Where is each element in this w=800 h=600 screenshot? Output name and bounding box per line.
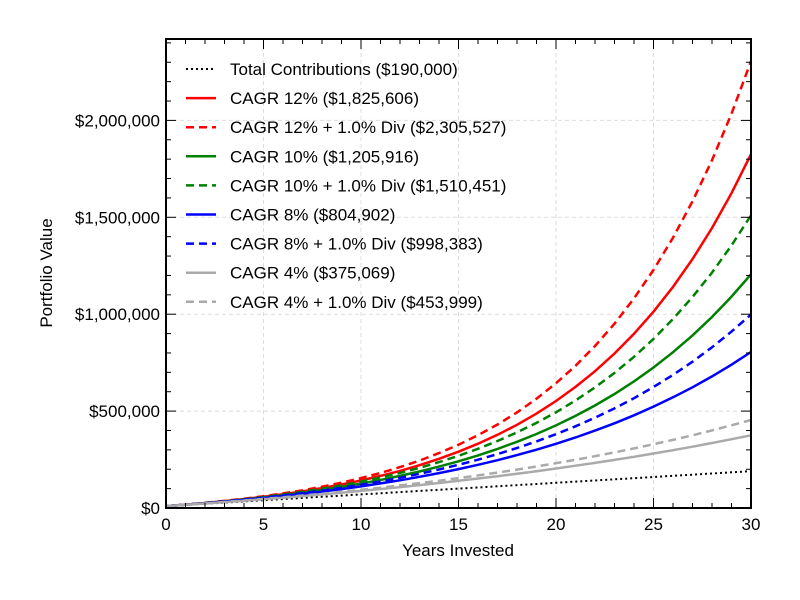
x-tick-label: 0 [161, 515, 170, 534]
y-tick-label: $0 [141, 499, 160, 518]
y-tick-label: $2,000,000 [75, 111, 160, 130]
grid [166, 39, 751, 508]
legend-label-4: CAGR 10% + 1.0% Div ($1,510,451) [230, 176, 506, 195]
x-tick-label: 25 [644, 515, 663, 534]
x-tick-label: 15 [449, 515, 468, 534]
x-tick-label: 5 [259, 515, 268, 534]
x-tick-label: 20 [547, 515, 566, 534]
legend: Total Contributions ($190,000) CAGR 12% (… [186, 60, 506, 312]
x-axis-label: Years Invested [402, 541, 514, 560]
legend-label-5: CAGR 8% ($804,902) [230, 206, 395, 225]
y-tick-label: $1,000,000 [75, 305, 160, 324]
legend-label-7: CAGR 4% ($375,069) [230, 264, 395, 283]
y-tick-label: $1,500,000 [75, 208, 160, 227]
legend-label-3: CAGR 10% ($1,205,916) [230, 147, 419, 166]
x-tick-label: 10 [352, 515, 371, 534]
axes: 0 5 10 15 20 25 30 $0 $500,000 $1,000,000 $1,500,0… [75, 38, 761, 534]
y-tick-label: $500,000 [89, 402, 160, 421]
legend-label-1: CAGR 12% ($1,825,606) [230, 89, 419, 108]
legend-label-8: CAGR 4% + 1.0% Div ($453,999) [230, 293, 483, 312]
legend-label-6: CAGR 8% + 1.0% Div ($998,383) [230, 235, 483, 254]
y-axis-label: Portfolio Value [37, 218, 56, 327]
x-tick-label: 30 [742, 515, 761, 534]
legend-label-0: Total Contributions ($190,000) [230, 60, 458, 79]
legend-label-2: CAGR 12% + 1.0% Div ($2,305,527) [230, 118, 506, 137]
